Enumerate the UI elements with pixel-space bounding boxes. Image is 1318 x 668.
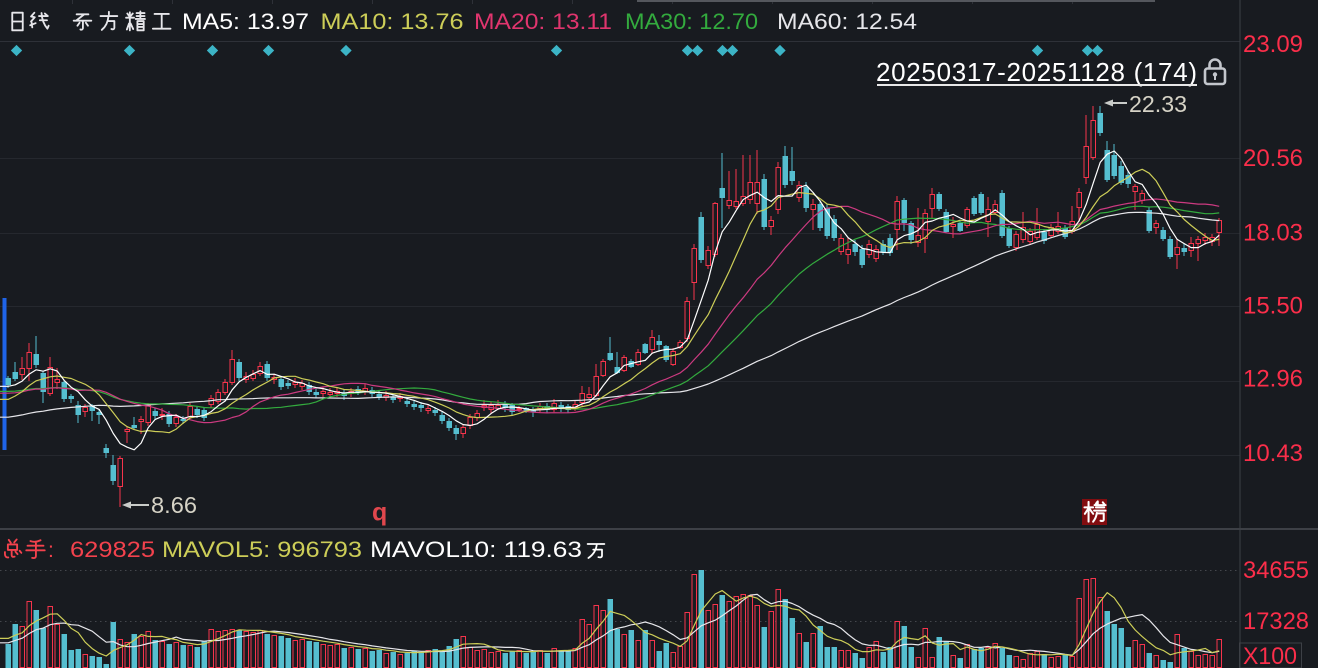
svg-text:34655: 34655 [1243,557,1309,584]
svg-text:22.33: 22.33 [1129,91,1187,117]
svg-text:23.09: 23.09 [1243,31,1303,58]
svg-text:20.56: 20.56 [1243,145,1303,172]
svg-text:q: q [372,499,387,527]
svg-text:8.66: 8.66 [151,492,197,518]
svg-text::: : [48,539,54,562]
svg-text:17328: 17328 [1243,608,1309,635]
svg-text:MA20: 13.11: MA20: 13.11 [474,9,612,34]
svg-text:X100: X100 [1243,643,1297,668]
svg-text:12.96: 12.96 [1243,366,1303,393]
svg-text:MAVOL10: 119.63: MAVOL10: 119.63 [370,537,582,562]
svg-text:MA60: 12.54: MA60: 12.54 [777,9,917,34]
svg-text:MA5: 13.97: MA5: 13.97 [182,9,309,34]
svg-text:MA30: 12.70: MA30: 12.70 [625,9,758,34]
svg-text:15.50: 15.50 [1243,293,1303,320]
svg-text:10.43: 10.43 [1243,440,1303,467]
svg-text:629825: 629825 [70,537,155,562]
svg-text:18.03: 18.03 [1243,220,1303,247]
svg-text:20250317-20251128 (174): 20250317-20251128 (174) [876,57,1197,87]
svg-text:MA10: 13.76: MA10: 13.76 [321,9,464,34]
svg-text:MAVOL5: 996793: MAVOL5: 996793 [162,537,362,562]
